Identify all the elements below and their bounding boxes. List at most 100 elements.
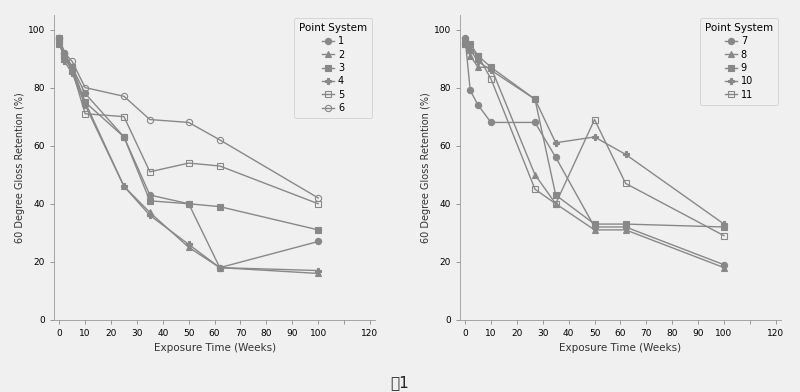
9 <box>486 65 496 70</box>
11 <box>486 76 496 81</box>
2 <box>80 100 90 104</box>
4 <box>314 268 323 273</box>
7 <box>474 103 483 107</box>
7 <box>551 155 561 160</box>
4 <box>145 213 154 218</box>
5 <box>184 161 194 165</box>
5 <box>80 111 90 116</box>
1 <box>184 201 194 206</box>
1 <box>54 36 64 41</box>
Line: 2: 2 <box>56 38 322 277</box>
10 <box>621 152 630 157</box>
8 <box>466 53 475 58</box>
4 <box>80 103 90 107</box>
2 <box>119 184 129 189</box>
2 <box>145 210 154 215</box>
6 <box>60 51 70 55</box>
3 <box>54 42 64 46</box>
Line: 6: 6 <box>56 35 322 201</box>
1 <box>145 193 154 198</box>
10 <box>530 97 540 102</box>
8 <box>530 172 540 177</box>
2 <box>54 39 64 44</box>
11 <box>530 187 540 192</box>
X-axis label: Exposure Time (Weeks): Exposure Time (Weeks) <box>559 343 682 354</box>
11 <box>621 181 630 186</box>
4 <box>67 71 77 75</box>
8 <box>590 227 599 232</box>
9 <box>466 42 475 46</box>
11 <box>590 117 599 122</box>
2 <box>67 68 77 73</box>
Line: 4: 4 <box>56 38 322 274</box>
6 <box>54 36 64 41</box>
Line: 10: 10 <box>462 41 727 227</box>
1 <box>67 65 77 70</box>
6 <box>314 196 323 200</box>
Line: 11: 11 <box>462 41 727 239</box>
11 <box>466 47 475 52</box>
9 <box>460 39 470 44</box>
8 <box>460 42 470 46</box>
Y-axis label: 60 Degree Gloss Retention (%): 60 Degree Gloss Retention (%) <box>15 92 25 243</box>
7 <box>590 225 599 229</box>
9 <box>551 193 561 198</box>
3 <box>60 53 70 58</box>
4 <box>184 242 194 247</box>
2 <box>184 245 194 250</box>
5 <box>215 163 225 168</box>
7 <box>530 120 540 125</box>
7 <box>486 120 496 125</box>
3 <box>80 100 90 104</box>
1 <box>119 134 129 139</box>
9 <box>530 97 540 102</box>
Line: 7: 7 <box>462 35 727 268</box>
5 <box>67 68 77 73</box>
4 <box>119 184 129 189</box>
1 <box>80 91 90 96</box>
10 <box>474 59 483 64</box>
8 <box>621 227 630 232</box>
5 <box>145 169 154 174</box>
11 <box>719 233 729 238</box>
4 <box>60 59 70 64</box>
11 <box>474 53 483 58</box>
5 <box>314 201 323 206</box>
3 <box>215 204 225 209</box>
3 <box>67 65 77 70</box>
1 <box>60 51 70 55</box>
6 <box>184 120 194 125</box>
Line: 1: 1 <box>56 35 322 271</box>
6 <box>215 138 225 142</box>
3 <box>184 201 194 206</box>
1 <box>215 265 225 270</box>
7 <box>719 262 729 267</box>
X-axis label: Exposure Time (Weeks): Exposure Time (Weeks) <box>154 343 276 354</box>
10 <box>590 134 599 139</box>
Legend: 7, 8, 9, 10, 11: 7, 8, 9, 10, 11 <box>700 18 778 105</box>
10 <box>551 140 561 145</box>
4 <box>54 39 64 44</box>
4 <box>215 265 225 270</box>
9 <box>590 222 599 227</box>
5 <box>119 114 129 119</box>
10 <box>466 47 475 52</box>
7 <box>621 225 630 229</box>
10 <box>719 222 729 227</box>
10 <box>460 42 470 46</box>
3 <box>314 227 323 232</box>
2 <box>215 265 225 270</box>
8 <box>719 265 729 270</box>
8 <box>486 65 496 70</box>
9 <box>474 53 483 58</box>
Y-axis label: 60 Degree Gloss Retention (%): 60 Degree Gloss Retention (%) <box>421 92 431 243</box>
8 <box>551 201 561 206</box>
Legend: 1, 2, 3, 4, 5, 6: 1, 2, 3, 4, 5, 6 <box>294 18 372 118</box>
8 <box>474 65 483 70</box>
6 <box>80 85 90 90</box>
7 <box>460 36 470 41</box>
2 <box>60 56 70 61</box>
Line: 8: 8 <box>462 41 727 271</box>
7 <box>466 88 475 93</box>
6 <box>145 117 154 122</box>
